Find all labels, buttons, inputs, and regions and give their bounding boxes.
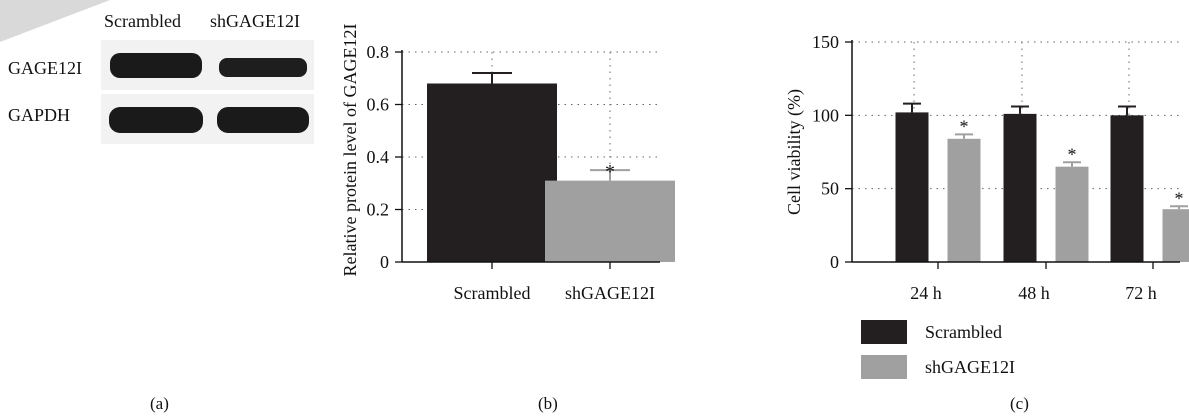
chart-c-significance-shgage12i-72-h: * bbox=[1175, 188, 1184, 208]
chart-c-xtick-label: 72 h bbox=[1125, 283, 1157, 303]
chart-c-significance-shgage12i-24-h: * bbox=[960, 116, 969, 136]
band-gage12i-scrambled bbox=[110, 53, 202, 78]
chart-b-ylabel: Relative protein level of GAGE12I bbox=[340, 24, 360, 277]
panel-tag-b: (b) bbox=[538, 394, 558, 413]
chart-c-ytick-label: 0 bbox=[830, 252, 839, 272]
chart-c-significance-shgage12i-48-h: * bbox=[1068, 144, 1077, 164]
legend-item-shgage12i: shGAGE12I bbox=[861, 355, 1015, 379]
chart-c-bar-shgage12i-48-h bbox=[1055, 166, 1089, 262]
lane-label-shgage12i: shGAGE12I bbox=[210, 11, 300, 31]
band-gapdh-scrambled bbox=[109, 107, 203, 133]
panel-tag-a: (a) bbox=[150, 394, 169, 413]
legend-swatch-shgage12i bbox=[861, 355, 907, 379]
chart-c-bar-scrambled-72-h bbox=[1110, 115, 1144, 262]
chart-c-xtick-label: 48 h bbox=[1018, 283, 1050, 303]
chart-c-bar-scrambled-48-h bbox=[1003, 113, 1037, 262]
band-gapdh-shgage12i bbox=[217, 107, 309, 133]
chart-c-bar-scrambled-24-h bbox=[895, 112, 929, 263]
chart-c-ylabel: Cell viability (%) bbox=[784, 89, 805, 215]
chart-c-ytick-label: 50 bbox=[821, 179, 839, 199]
chart-b-bar-scrambled bbox=[427, 83, 557, 262]
chart-b-xtick-label: Scrambled bbox=[454, 283, 531, 303]
chart-c-bar-shgage12i-72-h bbox=[1162, 209, 1189, 262]
chart-b-significance-shgage12i: * bbox=[605, 161, 615, 183]
panel-tag-c: (c) bbox=[1010, 394, 1029, 413]
chart-b-xtick-label: shGAGE12I bbox=[565, 283, 655, 303]
lane-label-scrambled: Scrambled bbox=[104, 11, 181, 31]
chart-c-bar-shgage12i-24-h bbox=[947, 138, 981, 262]
chart-c-ytick-label: 150 bbox=[812, 32, 839, 52]
band-gage12i-shgage12i bbox=[219, 58, 307, 77]
blot-corner-shade bbox=[0, 0, 110, 42]
row-label-gage12i: GAGE12I bbox=[8, 58, 82, 78]
row-label-gapdh: GAPDH bbox=[8, 105, 71, 125]
legend-label-shgage12i: shGAGE12I bbox=[925, 356, 1015, 377]
legend-label-scrambled: Scrambled bbox=[925, 321, 1002, 342]
chart-b-ytick-label: 0.4 bbox=[367, 147, 390, 167]
chart-c-ytick-label: 100 bbox=[812, 105, 839, 125]
legend-swatch-scrambled bbox=[861, 320, 907, 344]
chart-b-ytick-label: 0.8 bbox=[367, 42, 390, 62]
legend-item-scrambled: Scrambled bbox=[861, 320, 1002, 344]
chart-b-ytick-label: 0.6 bbox=[367, 95, 390, 115]
chart-b-ytick-label: 0.2 bbox=[367, 200, 390, 220]
chart-b-bar-shgage12i bbox=[545, 180, 675, 262]
chart-c-xtick-label: 24 h bbox=[910, 283, 942, 303]
chart-b-ytick-label: 0 bbox=[380, 252, 389, 272]
